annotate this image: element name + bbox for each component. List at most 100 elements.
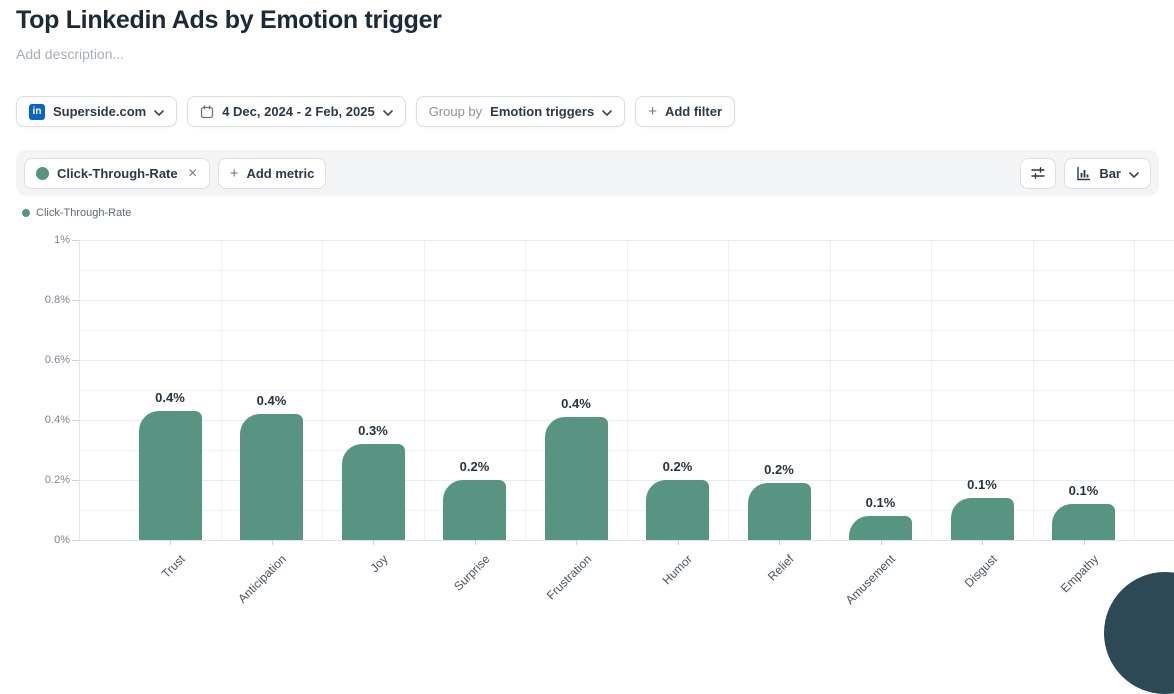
x-axis-label: Surprise xyxy=(450,552,493,594)
y-axis-label: 0% xyxy=(54,534,70,546)
x-axis-label: Joy xyxy=(367,552,391,576)
bar-chart-icon xyxy=(1076,166,1091,181)
gridline-vertical xyxy=(423,240,425,540)
gridline-vertical xyxy=(322,240,324,540)
account-label: Superside.com xyxy=(53,104,147,119)
gridline-horizontal xyxy=(79,480,1174,481)
y-axis-tick xyxy=(72,420,79,421)
chart-settings-button[interactable] xyxy=(1020,157,1057,189)
x-axis-tick xyxy=(779,540,780,545)
page-title: Top Linkedin Ads by Emotion trigger xyxy=(16,6,442,34)
x-axis-label: Amusement xyxy=(843,552,899,608)
group-by-selector[interactable]: Group by Emotion triggers xyxy=(415,96,626,127)
chart-type-selector[interactable]: Bar xyxy=(1064,157,1151,189)
report-header: Top Linkedin Ads by Emotion trigger Add … xyxy=(16,6,442,62)
gridline-vertical xyxy=(829,240,831,540)
chart-type-label: Bar xyxy=(1099,165,1121,181)
bar-value-label: 0.2% xyxy=(662,459,693,474)
y-axis-tick xyxy=(72,300,79,301)
gridline-horizontal xyxy=(79,420,1174,421)
gridline-horizontal xyxy=(79,270,1174,271)
chevron-down-icon xyxy=(382,104,393,119)
chevron-down-icon xyxy=(154,104,165,119)
gridline-vertical xyxy=(220,240,222,540)
bar[interactable] xyxy=(341,444,405,540)
x-axis-label: Disgust xyxy=(961,552,1000,591)
x-axis-tick xyxy=(373,540,374,545)
bar[interactable] xyxy=(950,498,1014,540)
filter-bar: in Superside.com 4 Dec, 2024 - 2 Feb, 20… xyxy=(16,96,736,127)
y-axis-label: 1% xyxy=(54,234,70,246)
x-axis-label: Humor xyxy=(660,552,696,588)
gridline-vertical xyxy=(931,240,933,540)
x-axis-label: Frustration xyxy=(543,552,594,603)
gridline-horizontal xyxy=(79,360,1174,361)
metric-chip-label: Click-Through-Rate xyxy=(57,165,178,181)
legend-item-ctr[interactable]: Click-Through-Rate xyxy=(22,207,131,219)
gridline-vertical xyxy=(626,240,628,540)
y-axis-tick xyxy=(72,480,79,481)
legend-dot-icon xyxy=(22,209,30,217)
account-selector[interactable]: in Superside.com xyxy=(16,96,178,127)
y-axis-label: 0.6% xyxy=(44,354,70,366)
gridline-horizontal xyxy=(79,540,1174,541)
gridline-horizontal xyxy=(79,390,1174,391)
bar[interactable] xyxy=(849,516,912,540)
x-axis-tick xyxy=(880,540,882,545)
date-range-label: 4 Dec, 2024 - 2 Feb, 2025 xyxy=(222,104,375,119)
bar-value-label: 0.2% xyxy=(459,459,490,474)
legend-label: Click-Through-Rate xyxy=(36,207,132,219)
group-by-value: Emotion triggers xyxy=(490,104,595,119)
y-axis-label: 0.2% xyxy=(44,474,70,486)
bar[interactable] xyxy=(443,480,506,540)
bar[interactable] xyxy=(138,411,202,540)
gridline-vertical xyxy=(728,240,730,540)
date-range-selector[interactable]: 4 Dec, 2024 - 2 Feb, 2025 xyxy=(187,96,406,127)
calendar-icon xyxy=(200,104,214,119)
bar[interactable] xyxy=(544,417,608,540)
bar[interactable] xyxy=(747,483,811,540)
bar[interactable] xyxy=(646,480,709,540)
y-axis-label: 0.4% xyxy=(44,414,70,426)
sliders-icon xyxy=(1030,165,1046,181)
group-by-prefix: Group by xyxy=(428,104,483,119)
bar[interactable] xyxy=(1052,504,1115,540)
x-axis-label: Empathy xyxy=(1058,552,1102,596)
add-filter-label: Add filter xyxy=(664,104,723,119)
gridline-horizontal xyxy=(79,450,1174,451)
linkedin-icon: in xyxy=(29,103,45,120)
remove-metric-icon[interactable]: ✕ xyxy=(187,166,198,180)
metrics-toolbar: Click-Through-Rate ✕ + Add metric Bar xyxy=(16,150,1159,196)
bar-value-label: 0.4% xyxy=(155,390,185,405)
y-axis-tick xyxy=(72,360,79,361)
x-axis-tick xyxy=(170,540,171,545)
description-placeholder[interactable]: Add description... xyxy=(16,46,125,62)
bar[interactable] xyxy=(240,414,303,540)
bar-value-label: 0.4% xyxy=(561,396,591,411)
add-filter-button[interactable]: + Add filter xyxy=(635,96,736,127)
gridline-horizontal xyxy=(79,330,1174,331)
bar-chart: 0% 0.2% 0.4% 0.6% 0.8% 1% 0.4% Trust 0.4% Anticip… xyxy=(0,228,1174,630)
x-axis-label: Anticipation xyxy=(235,552,290,606)
bar-value-label: 0.3% xyxy=(358,423,388,438)
y-axis-tick xyxy=(72,240,79,241)
bar-value-label: 0.1% xyxy=(1068,483,1099,498)
gridline-horizontal xyxy=(79,300,1174,301)
x-axis-tick xyxy=(576,540,577,545)
metric-color-dot-icon xyxy=(36,166,49,180)
metric-chip-ctr[interactable]: Click-Through-Rate ✕ xyxy=(24,157,210,189)
gridline-vertical xyxy=(1032,240,1034,540)
x-axis-tick xyxy=(474,540,476,545)
plus-icon: + xyxy=(648,103,657,120)
x-axis-tick xyxy=(271,540,273,545)
bar-value-label: 0.2% xyxy=(764,462,794,477)
x-axis-tick xyxy=(677,540,679,545)
x-axis-tick xyxy=(1083,540,1085,545)
gridline-horizontal xyxy=(79,240,1174,241)
add-metric-button[interactable]: + Add metric xyxy=(217,157,327,189)
y-axis-label: 0.8% xyxy=(44,294,70,306)
chevron-down-icon xyxy=(1129,166,1139,181)
x-axis-label: Relief xyxy=(765,552,797,584)
x-axis-label: Trust xyxy=(158,552,188,581)
y-axis-tick xyxy=(72,540,79,541)
